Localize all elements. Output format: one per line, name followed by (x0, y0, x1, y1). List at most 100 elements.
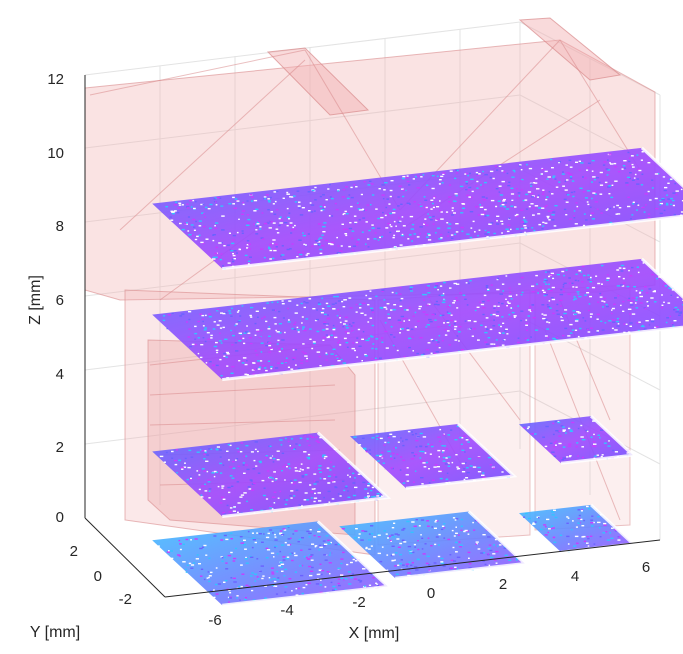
point-sample (517, 305, 519, 307)
point-sample (614, 529, 618, 531)
point-sample (581, 525, 585, 527)
point-sample (423, 293, 428, 296)
point-sample (291, 559, 294, 562)
point-sample (545, 425, 549, 428)
point-sample (672, 325, 675, 328)
point-sample (246, 244, 249, 246)
point-sample (284, 568, 288, 571)
point-sample (397, 441, 400, 443)
point-sample (261, 541, 264, 543)
point-sample (552, 176, 555, 179)
point-sample (664, 186, 668, 189)
point-sample (572, 520, 574, 522)
point-sample (414, 453, 418, 456)
point-sample (587, 274, 590, 276)
point-sample (190, 224, 194, 226)
point-sample (456, 568, 458, 570)
point-sample (580, 424, 583, 427)
point-sample (284, 222, 288, 224)
point-sample (368, 297, 372, 300)
point-sample (205, 362, 208, 364)
point-sample (444, 463, 449, 465)
point-sample (354, 477, 356, 479)
point-sample (669, 315, 672, 318)
point-sample (229, 444, 232, 447)
point-sample (185, 568, 187, 570)
point-sample (547, 288, 551, 290)
point-sample (308, 554, 311, 556)
point-sample (524, 337, 528, 340)
point-sample (225, 351, 229, 354)
point-sample (406, 327, 410, 329)
point-sample (398, 185, 402, 187)
point-sample (291, 590, 293, 592)
point-sample (573, 215, 575, 217)
point-sample (334, 302, 337, 304)
point-sample (176, 472, 178, 474)
point-sample (275, 228, 279, 230)
point-sample (243, 543, 247, 546)
point-sample (272, 257, 275, 260)
point-sample (440, 562, 445, 564)
point-sample (399, 562, 402, 565)
point-sample (190, 564, 195, 566)
point-sample (257, 360, 261, 362)
point-sample (199, 313, 203, 315)
point-sample (428, 296, 431, 298)
point-sample (243, 455, 247, 457)
point-sample (289, 553, 292, 555)
point-sample (197, 352, 200, 355)
point-sample (256, 532, 259, 534)
point-sample (470, 227, 473, 229)
point-sample (493, 305, 497, 307)
point-sample (550, 158, 553, 161)
point-sample (230, 315, 233, 317)
axis-lines (84, 75, 661, 598)
point-sample (590, 327, 593, 329)
point-sample (228, 312, 232, 314)
point-sample (317, 492, 321, 494)
point-sample (503, 339, 506, 341)
point-sample (577, 522, 580, 524)
point-sample (231, 307, 233, 310)
point-sample (486, 328, 488, 330)
point-sample (259, 461, 262, 464)
point-sample (435, 519, 438, 522)
point-sample (341, 528, 345, 530)
point-sample (569, 323, 573, 326)
point-sample (611, 312, 613, 315)
point-sample (296, 256, 299, 258)
point-sample (370, 525, 374, 527)
point-sample (319, 248, 323, 251)
point-sample (562, 334, 565, 337)
point-sample (193, 226, 196, 228)
point-sample (565, 269, 568, 271)
point-sample (337, 578, 341, 580)
point-sample (257, 368, 261, 370)
point-sample (373, 238, 377, 240)
point-sample (235, 323, 238, 325)
point-sample (272, 222, 276, 224)
point-sample (407, 572, 411, 574)
point-sample (297, 541, 300, 543)
point-sample (584, 197, 588, 199)
point-sample (367, 485, 370, 487)
point-sample (296, 190, 300, 192)
point-sample (620, 304, 622, 307)
point-sample (496, 220, 498, 222)
point-sample (474, 309, 477, 312)
point-sample (503, 546, 506, 548)
point-sample (350, 205, 353, 208)
point-sample (322, 336, 326, 339)
z-tick-label: 2 (56, 439, 64, 456)
point-sample (278, 217, 281, 220)
point-sample (238, 332, 242, 334)
point-sample (357, 203, 361, 205)
point-sample (402, 317, 405, 320)
point-sample (274, 539, 278, 541)
point-sample (641, 206, 645, 209)
point-sample (464, 529, 468, 532)
point-sample (278, 332, 282, 334)
point-sample (493, 307, 496, 309)
point-sample (510, 298, 513, 300)
